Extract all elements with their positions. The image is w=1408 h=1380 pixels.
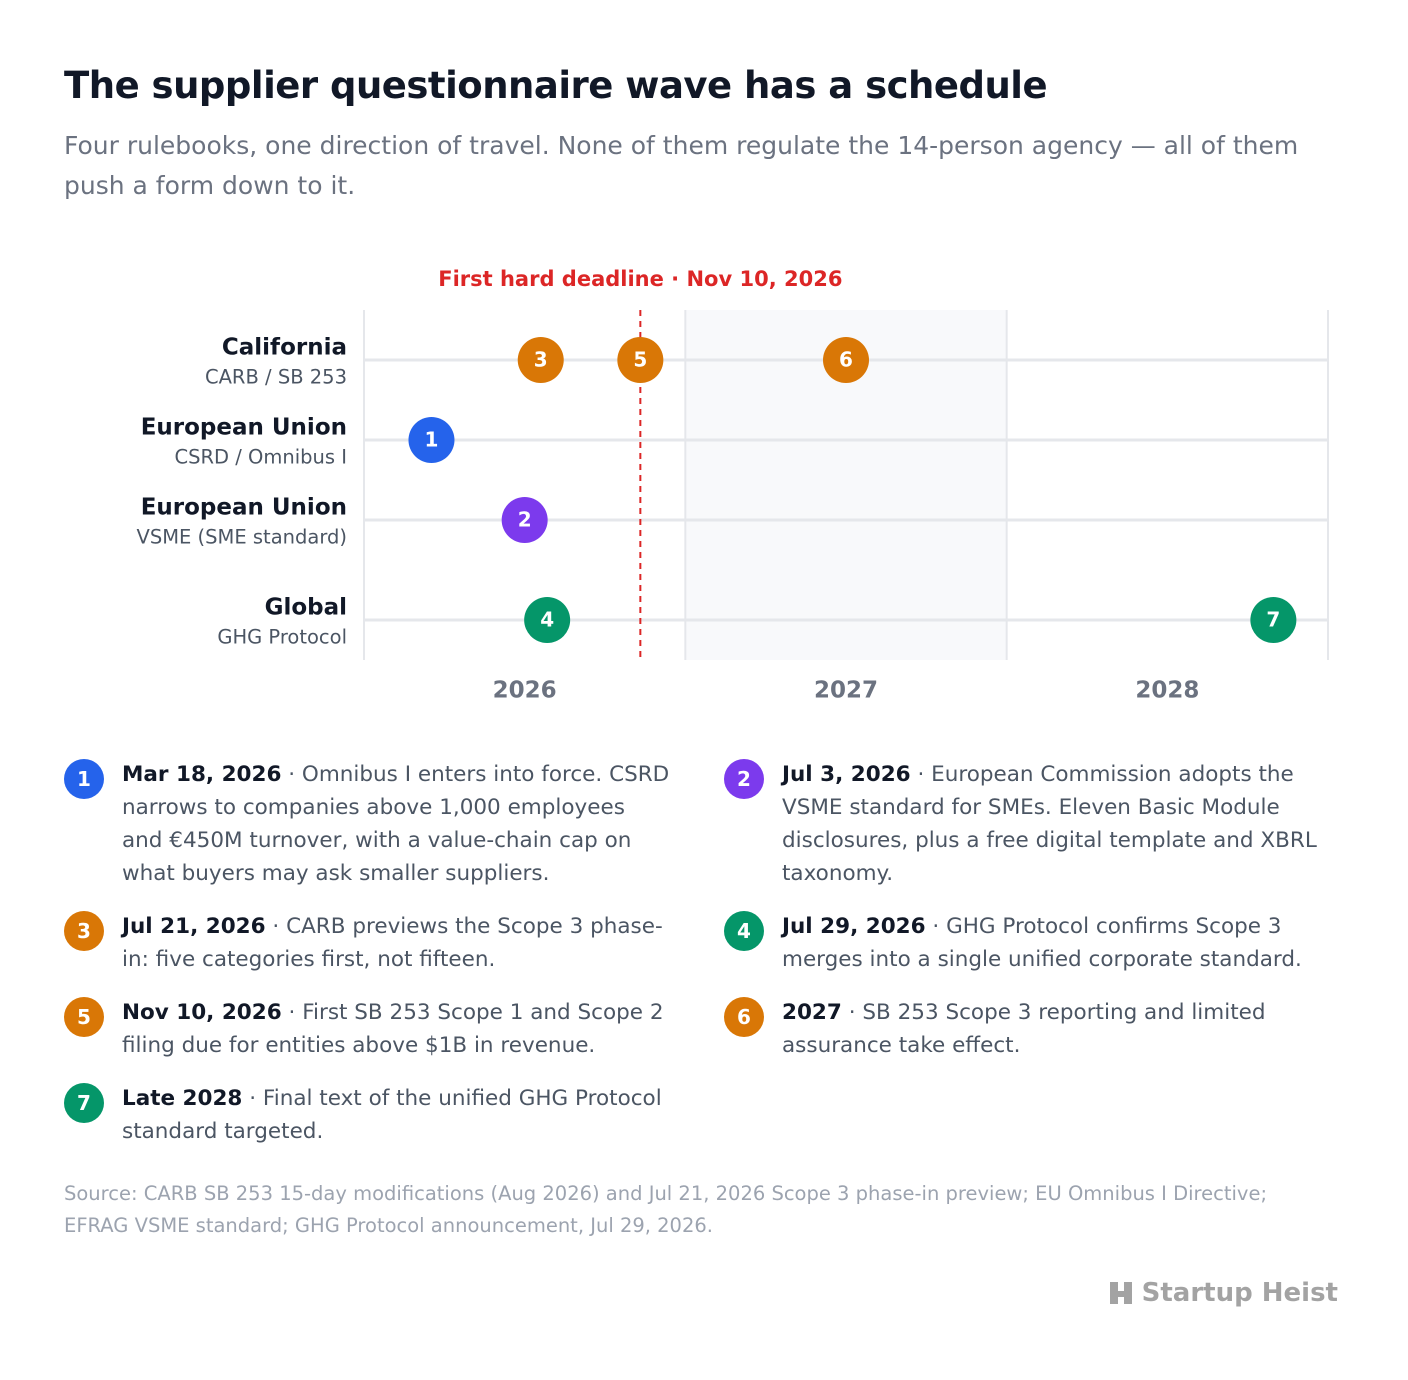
legend-text: Mar 18, 2026 · Omnibus I enters into for… — [122, 758, 672, 890]
legend-item: 1 Mar 18, 2026 · Omnibus I enters into fo… — [64, 758, 724, 890]
x-tick-label: 2027 — [814, 678, 878, 704]
event-number: 2 — [518, 508, 532, 532]
brand-icon — [1109, 1282, 1132, 1304]
lane-subtitle: VSME (SME standard) — [137, 526, 348, 549]
lane-subtitle: CARB / SB 253 — [205, 366, 347, 389]
chart: 2026 2027 2028 California CARB / SB 253 Europ… — [137, 267, 1329, 704]
legend-text: Jul 29, 2026 · GHG Protocol confirms Sco… — [782, 910, 1332, 976]
legend-text: 2027 · SB 253 Scope 3 reporting and limi… — [782, 996, 1332, 1062]
event-number: 3 — [534, 348, 548, 372]
legend-item: 4 Jul 29, 2026 · GHG Protocol confirms Sc… — [724, 910, 1344, 976]
lane-name: California — [222, 335, 347, 361]
lane-subtitle: GHG Protocol — [217, 626, 347, 649]
brand: Startup Heist — [1108, 1278, 1338, 1308]
event-marker — [517, 337, 564, 383]
title: The supplier questionnaire wave has a sc… — [64, 64, 1048, 107]
legend-item: 2 Jul 3, 2026 · European Commission adopt… — [724, 758, 1344, 890]
event-marker — [408, 417, 455, 463]
lane-subtitle: CSRD / Omnibus I — [175, 446, 348, 469]
event-number: 5 — [633, 348, 647, 372]
legend-description: · European Commission adopts the VSME st… — [782, 762, 1317, 886]
legend-date: Jul 21, 2026 — [122, 914, 266, 939]
legend-item: 7 Late 2028 · Final text of the unified G… — [64, 1082, 724, 1148]
event-marker — [617, 337, 664, 383]
deadline-label: First hard deadline · Nov 10, 2026 — [438, 267, 842, 291]
legend-description: · Omnibus I enters into force. CSRD narr… — [122, 762, 670, 886]
legend-number: 7 — [64, 1083, 104, 1123]
x-tick-label: 2026 — [493, 678, 557, 704]
legend-description: · SB 253 Scope 3 reporting and limited a… — [782, 1000, 1266, 1058]
event-number: 6 — [839, 348, 853, 372]
legend-description: · CARB previews the Scope 3 phase-in: fi… — [122, 914, 663, 972]
legend-number: 6 — [724, 997, 764, 1037]
event-marker — [1250, 597, 1297, 643]
event-number: 1 — [425, 428, 439, 452]
legend-item: 5 Nov 10, 2026 · First SB 253 Scope 1 and… — [64, 996, 724, 1062]
legend-number: 2 — [724, 759, 764, 799]
legend-text: Jul 3, 2026 · European Commission adopts… — [782, 758, 1332, 890]
legend-number: 1 — [64, 759, 104, 799]
legend-item: 6 2027 · SB 253 Scope 3 reporting and lim… — [724, 996, 1344, 1062]
lane-name: Global — [265, 595, 347, 621]
legend-number: 3 — [64, 911, 104, 951]
legend-number: 5 — [64, 997, 104, 1037]
brand-name: Startup Heist — [1141, 1278, 1338, 1308]
legend-date: Late 2028 — [122, 1086, 243, 1111]
event-number: 4 — [540, 608, 554, 632]
legend-number: 4 — [724, 911, 764, 951]
legend-date: Jul 29, 2026 — [782, 914, 926, 939]
legend-description: · First SB 253 Scope 1 and Scope 2 filin… — [122, 1000, 664, 1058]
source: Source: CARB SB 253 15-day modifications… — [64, 1182, 1268, 1237]
lane-name: European Union — [141, 495, 347, 521]
subtitle: Four rulebooks, one direction of travel.… — [64, 131, 1299, 200]
event-marker — [501, 497, 548, 543]
event-number: 7 — [1266, 608, 1280, 632]
legend-description: · GHG Protocol confirms Scope 3 merges i… — [782, 914, 1302, 972]
x-tick-label: 2028 — [1135, 678, 1199, 704]
legend-text: Nov 10, 2026 · First SB 253 Scope 1 and … — [122, 996, 672, 1062]
lane-name: European Union — [141, 415, 347, 441]
legend-text: Jul 21, 2026 · CARB previews the Scope 3… — [122, 910, 672, 976]
event-marker — [524, 597, 571, 643]
legend-date: Jul 3, 2026 — [782, 762, 911, 787]
legend-date: Nov 10, 2026 — [122, 1000, 282, 1025]
legend: 3 Jul 21, 2026 · CARB previews the Scope … — [64, 758, 1344, 1148]
event-marker — [823, 337, 869, 383]
legend-text: Late 2028 · Final text of the unified GH… — [122, 1082, 672, 1148]
legend-date: Mar 18, 2026 — [122, 762, 282, 787]
legend-description: · Final text of the unified GHG Protocol… — [122, 1086, 662, 1144]
legend-date: 2027 — [782, 1000, 842, 1025]
legend-item: 3 Jul 21, 2026 · CARB previews the Scope … — [64, 910, 724, 976]
